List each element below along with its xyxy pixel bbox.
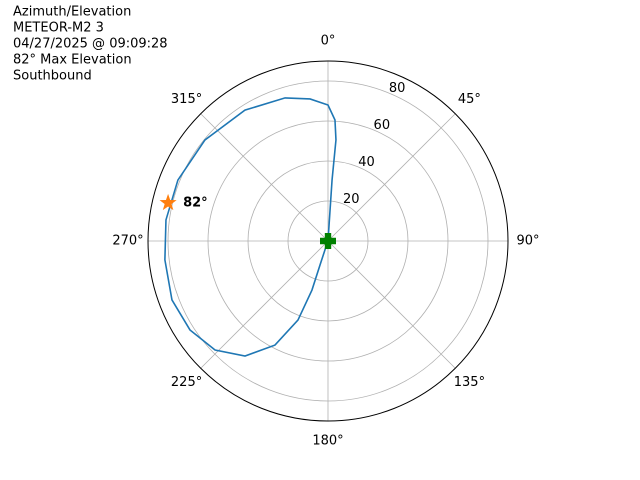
title-line: Azimuth/Elevation (13, 5, 131, 20)
grid-spoke (200, 240, 329, 369)
title-line: 04/27/2025 @ 09:09:28 (13, 37, 168, 52)
theta-tick-label: 180° (312, 434, 343, 449)
title-line: METEOR-M2 3 (13, 21, 104, 36)
theta-tick-label: 45° (458, 92, 481, 107)
theta-tick-label: 90° (516, 234, 539, 249)
pass-track (164, 97, 337, 357)
title-line: Southbound (13, 69, 92, 84)
title-line: 82° Max Elevation (13, 53, 132, 68)
polar-frame (147, 60, 509, 422)
grid-spoke (327, 240, 456, 369)
theta-tick-label: 315° (171, 92, 202, 107)
grid-spoke (327, 113, 456, 242)
r-tick-label: 20 (343, 192, 360, 207)
theta-tick-label: 270° (112, 234, 143, 249)
max-elevation-marker (159, 193, 177, 211)
theta-tick-label: 0° (321, 34, 336, 49)
data-label: 82° (183, 195, 208, 210)
grid-spoke (200, 113, 329, 242)
r-tick-label: 40 (358, 155, 375, 170)
theta-tick-label: 225° (171, 375, 202, 390)
r-tick-label: 80 (389, 81, 406, 96)
r-tick-label: 60 (374, 118, 391, 133)
start-marker (320, 233, 336, 249)
theta-tick-label: 135° (454, 375, 485, 390)
